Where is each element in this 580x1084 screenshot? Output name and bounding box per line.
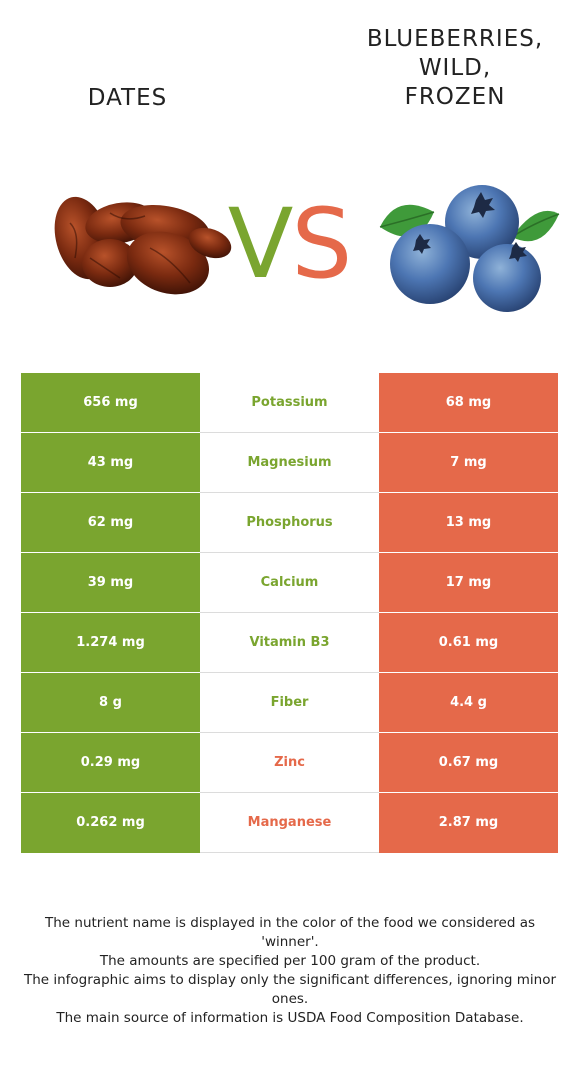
left-value: 39 mg: [21, 552, 200, 613]
left-value: 0.262 mg: [21, 792, 200, 853]
right-value: 2.87 mg: [379, 792, 558, 853]
right-value: 7 mg: [379, 432, 558, 493]
nutrient-name: Phosphorus: [200, 492, 379, 553]
right-value: 13 mg: [379, 492, 558, 553]
vs-label: VS: [224, 196, 354, 292]
footnote-line: The amounts are specified per 100 gram o…: [99, 953, 481, 969]
table-row: 1.274 mg Vitamin B3 0.61 mg: [21, 612, 558, 673]
nutrient-name: Calcium: [200, 552, 379, 613]
footnote-line: The main source of information is USDA F…: [56, 1010, 524, 1026]
table-row: 62 mg Phosphorus 13 mg: [21, 492, 558, 553]
food-title-left: DATES: [87, 85, 168, 111]
left-value: 43 mg: [21, 432, 200, 493]
table-row: 39 mg Calcium 17 mg: [21, 552, 558, 613]
left-value: 1.274 mg: [21, 612, 200, 673]
table-row: 0.262 mg Manganese 2.87 mg: [21, 792, 558, 853]
dates-image: [54, 196, 232, 295]
nutrient-name: Manganese: [200, 792, 379, 853]
footnote-line: The nutrient name is displayed in the co…: [44, 915, 536, 950]
food-title-right-text: BLUEBERRIES, WILD, FROZEN: [366, 26, 544, 110]
footnote-line: The infographic aims to display only the…: [23, 972, 557, 1007]
left-value: 0.29 mg: [21, 732, 200, 793]
table-row: 8 g Fiber 4.4 g: [21, 672, 558, 733]
vs-s: S: [291, 188, 352, 300]
table-row: 656 mg Potassium 68 mg: [21, 373, 558, 433]
nutrient-name: Magnesium: [200, 432, 379, 493]
right-value: 0.67 mg: [379, 732, 558, 793]
right-value: 68 mg: [379, 373, 558, 433]
nutrient-name: Vitamin B3: [200, 612, 379, 673]
nutrient-comparison-table: 656 mg Potassium 68 mg 43 mg Magnesium 7 mg 62…: [21, 373, 558, 853]
right-value: 17 mg: [379, 552, 558, 613]
vs-v: V: [227, 188, 294, 300]
nutrient-name: Fiber: [200, 672, 379, 733]
table-row: 43 mg Magnesium 7 mg: [21, 432, 558, 493]
left-value: 656 mg: [21, 373, 200, 433]
left-value: 8 g: [21, 672, 200, 733]
blueberries-image: [379, 185, 560, 312]
footnote: The nutrient name is displayed in the co…: [18, 914, 562, 1028]
right-value: 4.4 g: [379, 672, 558, 733]
table-row: 0.29 mg Zinc 0.67 mg: [21, 732, 558, 793]
nutrient-name: Zinc: [200, 732, 379, 793]
left-value: 62 mg: [21, 492, 200, 553]
right-value: 0.61 mg: [379, 612, 558, 673]
food-title-right: BLUEBERRIES, WILD, FROZEN: [355, 25, 555, 112]
nutrient-name: Potassium: [200, 373, 379, 433]
